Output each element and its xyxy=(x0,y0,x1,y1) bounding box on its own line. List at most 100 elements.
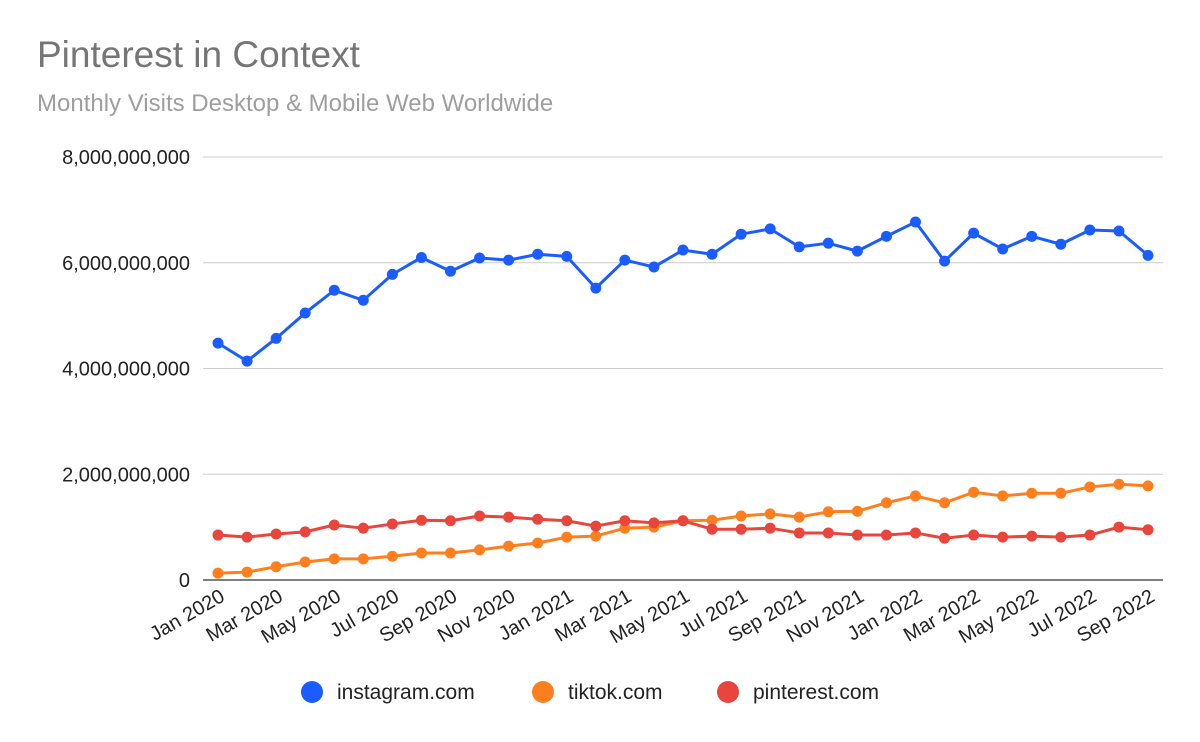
data-point xyxy=(415,547,427,559)
legend-marker xyxy=(532,681,554,703)
data-point xyxy=(764,508,776,520)
data-point xyxy=(851,505,863,517)
data-point xyxy=(735,228,747,240)
data-point xyxy=(764,522,776,534)
data-point xyxy=(793,527,805,539)
data-point xyxy=(299,556,311,568)
data-point xyxy=(1084,481,1096,493)
data-point xyxy=(880,497,892,509)
data-point xyxy=(299,307,311,319)
data-point xyxy=(997,490,1009,502)
data-point xyxy=(445,547,456,559)
chart-subtitle: Monthly Visits Desktop & Mobile Web Worl… xyxy=(37,90,554,117)
data-point xyxy=(270,332,282,344)
data-point xyxy=(677,244,689,256)
data-point xyxy=(386,550,398,562)
data-point xyxy=(735,523,747,535)
data-point xyxy=(590,530,602,542)
data-point xyxy=(910,527,921,539)
data-point xyxy=(910,490,921,502)
data-point xyxy=(212,567,224,579)
data-point xyxy=(532,248,544,260)
data-point xyxy=(590,282,602,294)
chart-title: Pinterest in Context xyxy=(37,34,360,75)
data-point xyxy=(1142,524,1154,536)
y-tick-label: 6,000,000,000 xyxy=(62,253,190,275)
data-point xyxy=(1026,487,1038,499)
data-point xyxy=(1026,230,1038,242)
data-point xyxy=(880,230,892,242)
data-point xyxy=(706,514,718,526)
data-point xyxy=(648,261,660,273)
data-point xyxy=(851,529,863,541)
data-point xyxy=(1113,521,1125,533)
legend-marker xyxy=(717,681,739,703)
data-point xyxy=(851,245,863,257)
data-point xyxy=(212,529,224,541)
legend-label: instagram.com xyxy=(337,681,475,704)
data-point xyxy=(328,519,340,531)
data-point xyxy=(241,355,253,367)
data-point xyxy=(822,506,834,518)
data-point xyxy=(822,237,834,249)
y-tick-label: 0 xyxy=(179,570,190,592)
data-point xyxy=(445,515,456,527)
data-point xyxy=(503,254,515,266)
data-point xyxy=(619,515,631,527)
data-point xyxy=(1026,530,1038,542)
data-point xyxy=(212,337,224,349)
data-point xyxy=(1142,480,1154,492)
data-point xyxy=(474,510,486,522)
data-point xyxy=(270,561,282,573)
data-point xyxy=(1084,224,1096,236)
data-point xyxy=(648,517,660,529)
data-point xyxy=(1055,238,1067,250)
data-point xyxy=(357,553,369,565)
legend-marker xyxy=(301,681,323,703)
data-point xyxy=(910,216,921,228)
data-point xyxy=(997,243,1009,255)
data-point xyxy=(1113,225,1125,237)
data-point xyxy=(328,284,340,296)
data-point xyxy=(1055,487,1067,499)
y-tick-label: 4,000,000,000 xyxy=(62,359,190,381)
data-point xyxy=(241,566,253,578)
data-point xyxy=(445,265,456,277)
data-point xyxy=(1142,249,1154,261)
data-point xyxy=(503,511,515,523)
data-point xyxy=(590,520,602,532)
data-point xyxy=(1084,529,1096,541)
data-point xyxy=(939,532,951,544)
data-point xyxy=(619,254,631,266)
data-point xyxy=(386,268,398,280)
data-point xyxy=(880,529,892,541)
legend-label: pinterest.com xyxy=(753,681,879,704)
data-point xyxy=(561,250,573,262)
data-point xyxy=(793,241,805,253)
data-point xyxy=(415,514,427,526)
data-point xyxy=(822,527,834,539)
data-point xyxy=(735,510,747,522)
data-point xyxy=(474,544,486,556)
legend-label: tiktok.com xyxy=(568,681,663,704)
data-point xyxy=(677,515,689,527)
data-point xyxy=(968,486,980,498)
y-tick-label: 2,000,000,000 xyxy=(62,464,190,486)
data-point xyxy=(532,537,544,549)
data-point xyxy=(561,531,573,543)
data-point xyxy=(270,528,282,540)
data-point xyxy=(328,553,340,565)
data-point xyxy=(1113,478,1125,490)
data-point xyxy=(968,529,980,541)
data-point xyxy=(706,248,718,260)
data-point xyxy=(532,513,544,525)
data-point xyxy=(793,511,805,523)
data-point xyxy=(997,531,1009,543)
data-point xyxy=(968,227,980,239)
y-tick-label: 8,000,000,000 xyxy=(62,147,190,169)
data-point xyxy=(939,497,951,509)
data-point xyxy=(939,255,951,267)
data-point xyxy=(386,518,398,530)
